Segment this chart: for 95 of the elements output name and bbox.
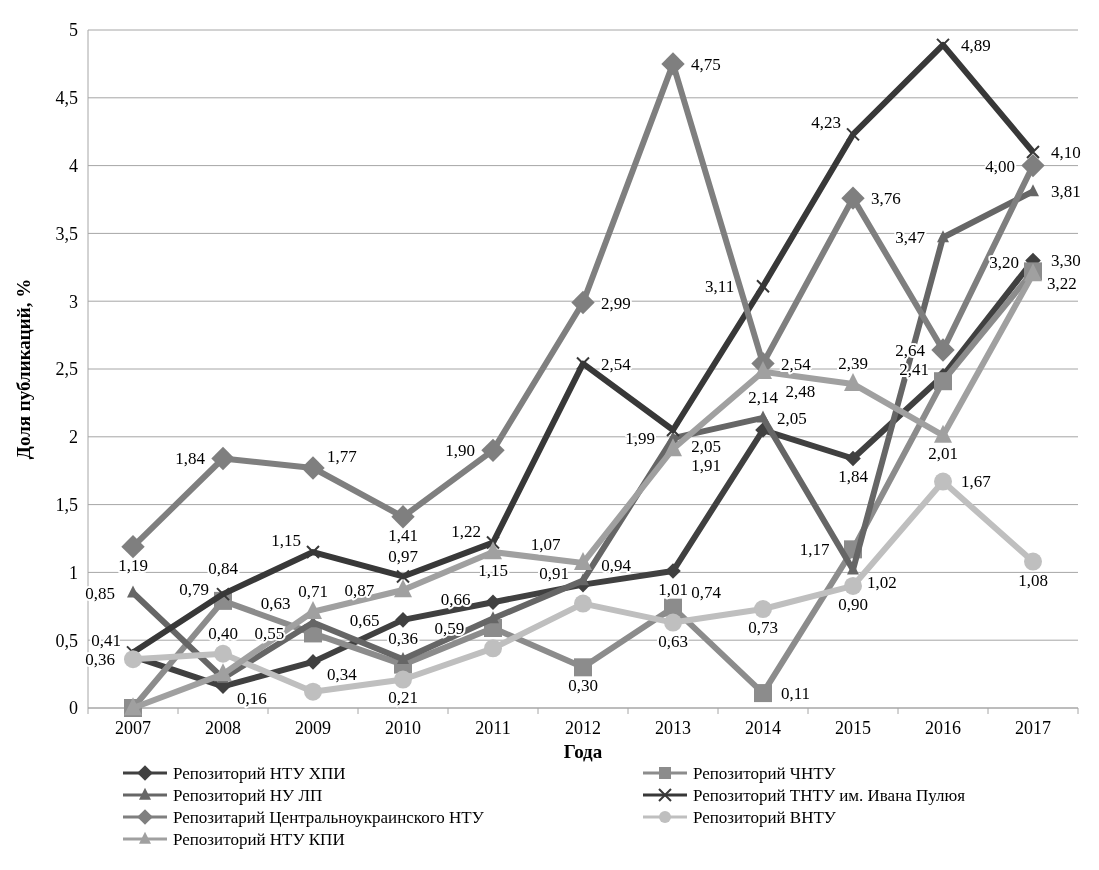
x-tick-label: 2016 bbox=[925, 718, 961, 738]
data-label: 0,91 bbox=[539, 563, 569, 583]
data-label: 2,01 bbox=[928, 444, 958, 464]
data-label: 1,01 bbox=[658, 579, 688, 599]
data-label: 0,59 bbox=[434, 618, 465, 638]
data-label: 0,21 bbox=[388, 688, 418, 708]
data-label: 3,22 bbox=[1047, 274, 1077, 294]
data-label: 1,15 bbox=[271, 531, 301, 551]
data-label: 3,20 bbox=[989, 253, 1019, 273]
x-tick-label: 2014 bbox=[745, 718, 781, 738]
data-label: 2,48 bbox=[785, 381, 816, 401]
data-label: 1,77 bbox=[327, 446, 358, 466]
x-tick-label: 2015 bbox=[835, 718, 871, 738]
data-label: 2,05 bbox=[691, 436, 721, 456]
data-label: 3,11 bbox=[705, 277, 735, 297]
x-tick-label: 2017 bbox=[1015, 718, 1051, 738]
y-tick-label: 1 bbox=[69, 562, 78, 583]
y-axis-title: Доля публикаций, % bbox=[13, 278, 34, 460]
data-label: 0,65 bbox=[349, 610, 380, 630]
data-label: 0,36 bbox=[85, 650, 115, 670]
data-label: 0,85 bbox=[85, 583, 115, 603]
y-tick-label: 0,5 bbox=[55, 630, 78, 651]
data-label: 0,11 bbox=[781, 684, 811, 704]
data-label: 2,54 bbox=[781, 354, 812, 374]
data-label: 1,08 bbox=[1018, 570, 1048, 590]
data-label: 1,84 bbox=[838, 467, 869, 487]
data-label: 3,47 bbox=[895, 228, 926, 248]
data-label: 1,67 bbox=[961, 472, 992, 492]
x-tick-label: 2013 bbox=[655, 718, 691, 738]
x-tick-label: 2008 bbox=[205, 718, 241, 738]
data-label: 0,36 bbox=[388, 629, 418, 649]
data-label: 4,75 bbox=[691, 54, 721, 74]
data-label: 2,54 bbox=[601, 354, 632, 374]
data-label: 0,97 bbox=[388, 546, 419, 566]
data-label: 1,15 bbox=[478, 561, 508, 581]
y-tick-label: 0 bbox=[69, 698, 78, 719]
data-label: 0,30 bbox=[568, 676, 598, 696]
data-label: 1,91 bbox=[691, 455, 721, 475]
x-tick-label: 2010 bbox=[385, 718, 421, 738]
data-label: 1,99 bbox=[625, 429, 655, 449]
legend-label: Репозиторий НУ ЛП bbox=[173, 785, 323, 805]
data-label: 1,22 bbox=[451, 521, 481, 541]
data-label: 4,00 bbox=[985, 156, 1015, 176]
legend-label: Репозиторий НТУ КПИ bbox=[173, 829, 345, 849]
data-label: 0,90 bbox=[838, 594, 868, 614]
x-tick-label: 2012 bbox=[565, 718, 601, 738]
data-label: 0,79 bbox=[179, 579, 209, 599]
y-tick-label: 5 bbox=[69, 20, 78, 41]
data-label: 1,41 bbox=[388, 525, 418, 545]
data-label: 1,90 bbox=[445, 441, 475, 461]
data-label: 2,14 bbox=[748, 387, 779, 407]
data-label: 0,40 bbox=[208, 623, 238, 643]
data-label: 1,19 bbox=[118, 555, 148, 575]
data-label: 3,81 bbox=[1051, 182, 1081, 202]
legend-label: Репозиторий ЧНТУ bbox=[693, 763, 837, 783]
data-label: 1,02 bbox=[867, 572, 897, 592]
y-tick-label: 2,5 bbox=[55, 359, 78, 380]
legend-label: Репозиторий ТНТУ им. Ивана Пулюя bbox=[693, 785, 966, 805]
y-tick-label: 3 bbox=[69, 291, 78, 312]
data-label: 0,84 bbox=[208, 559, 239, 579]
data-label: 0,55 bbox=[254, 624, 285, 644]
data-label: 0,71 bbox=[298, 581, 328, 601]
data-label: 0,63 bbox=[658, 631, 688, 651]
data-label: 0,41 bbox=[91, 631, 121, 651]
data-label: 1,84 bbox=[175, 449, 206, 469]
x-tick-label: 2009 bbox=[295, 718, 331, 738]
x-axis-title: Года bbox=[563, 741, 603, 762]
data-label: 4,10 bbox=[1051, 142, 1081, 162]
data-label: 3,76 bbox=[871, 189, 901, 209]
data-label: 0,16 bbox=[237, 689, 267, 709]
y-tick-label: 3,5 bbox=[55, 223, 78, 244]
data-label: 4,89 bbox=[961, 35, 991, 55]
legend-label: Репозиторий ВНТУ bbox=[693, 807, 837, 827]
legend-label: Репозиторий НТУ ХПИ bbox=[173, 763, 346, 783]
data-label: 4,23 bbox=[811, 113, 841, 133]
y-tick-label: 1,5 bbox=[55, 494, 78, 515]
data-label: 0,34 bbox=[327, 664, 358, 684]
data-label: 0,63 bbox=[260, 594, 291, 614]
data-label: 0,87 bbox=[344, 580, 375, 600]
data-label: 3,30 bbox=[1051, 251, 1081, 271]
data-label: 2,05 bbox=[777, 408, 807, 428]
x-tick-label: 2011 bbox=[475, 718, 511, 738]
data-label: 0,74 bbox=[691, 583, 722, 603]
data-label: 2,99 bbox=[601, 293, 631, 313]
y-tick-label: 2 bbox=[69, 427, 78, 448]
data-label: 0,73 bbox=[748, 617, 778, 637]
data-label: 2,39 bbox=[838, 354, 868, 374]
data-label: 1,07 bbox=[530, 534, 562, 554]
y-tick-label: 4,5 bbox=[55, 88, 78, 109]
data-label: 1,17 bbox=[799, 540, 831, 560]
data-label: 0,66 bbox=[440, 590, 471, 610]
y-tick-label: 4 bbox=[69, 155, 78, 176]
x-tick-label: 2007 bbox=[115, 718, 151, 738]
legend-label: Репозитарий Центральноукраинского НТУ bbox=[173, 807, 485, 827]
data-label: 0,94 bbox=[601, 555, 632, 575]
